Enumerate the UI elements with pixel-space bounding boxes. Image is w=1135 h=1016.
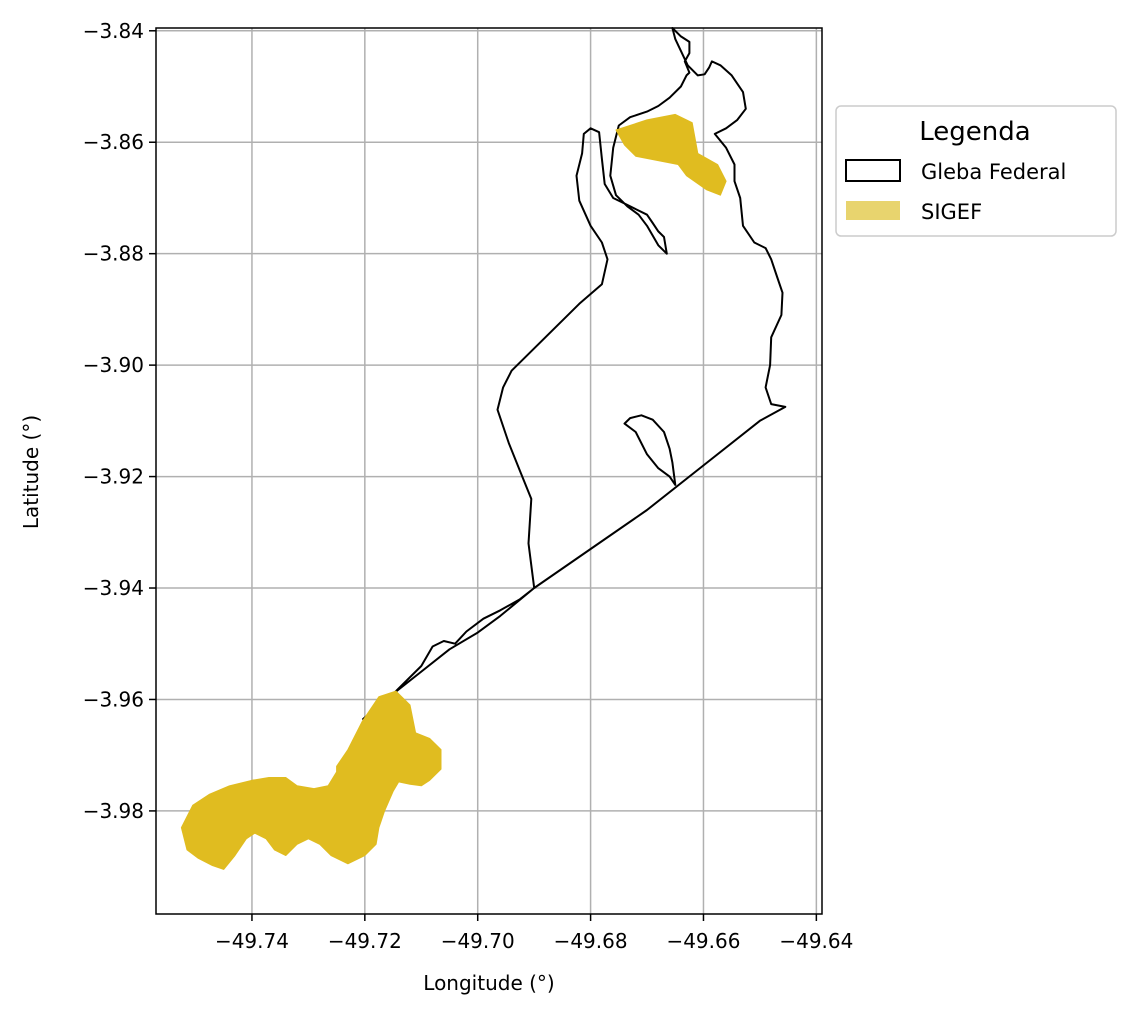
legend-swatch-gleba-federal: [845, 159, 901, 182]
y-tick-label-2: −3.88: [83, 242, 144, 266]
y-tick-label-6: −3.96: [83, 687, 144, 711]
x-tick-label-3: −49.68: [554, 929, 628, 953]
legend-box: [835, 105, 1117, 237]
polygon-sigef-1: [180, 690, 442, 870]
polygon-sigef-0: [615, 113, 727, 196]
x-tick-label-1: −49.72: [328, 929, 402, 953]
y-tick-label-4: −3.92: [83, 465, 144, 489]
polygon-gleba-federal-0: [362, 27, 787, 720]
y-tick-label-5: −3.94: [83, 576, 144, 600]
legend-title: Legenda: [919, 117, 1030, 147]
plot-frame: [155, 27, 823, 915]
legend-label-sigef: SIGEF: [921, 200, 982, 224]
legend-swatch-sigef: [846, 201, 900, 220]
y-tick-label-1: −3.86: [83, 130, 144, 154]
legend-label-gleba-federal: Gleba Federal: [921, 160, 1066, 184]
x-axis-label: Longitude (°): [423, 971, 554, 995]
y-tick-label-7: −3.98: [83, 799, 144, 823]
legend: Legenda Gleba Federal SIGEF: [835, 105, 1117, 237]
x-tick-label-0: −49.74: [215, 929, 289, 953]
x-axis: −49.74 −49.72 −49.70 −49.68 −49.66 −49.64: [215, 914, 853, 953]
y-axis: −3.84 −3.86 −3.88 −3.90 −3.92 −3.94 −3.96 −3.98: [83, 19, 156, 823]
x-tick-label-4: −49.66: [666, 929, 740, 953]
x-tick-label-2: −49.70: [441, 929, 515, 953]
y-tick-label-3: −3.90: [83, 353, 144, 377]
map-layers: [180, 27, 787, 870]
y-tick-label-0: −3.84: [83, 19, 144, 43]
y-axis-label: Latitude (°): [19, 415, 43, 529]
x-tick-label-5: −49.64: [779, 929, 853, 953]
grid-lines: [156, 28, 822, 914]
polygon-gleba-federal-1: [623, 414, 677, 486]
